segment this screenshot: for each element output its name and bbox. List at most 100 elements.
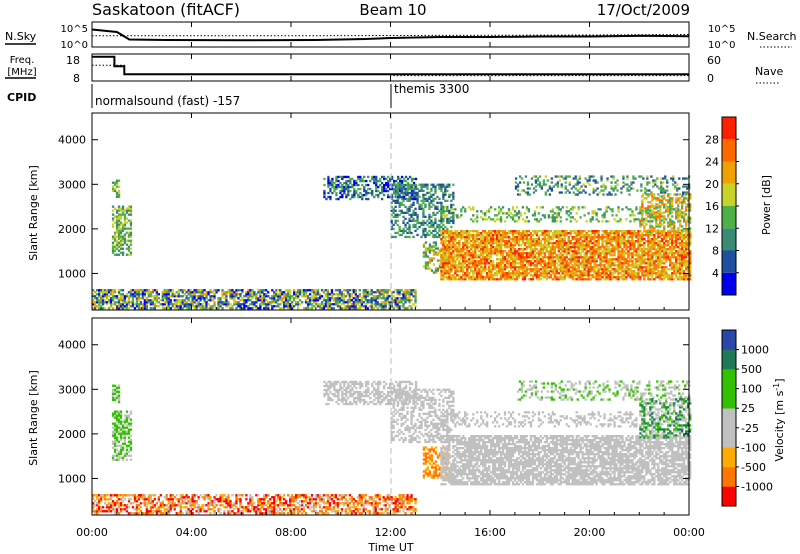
power-cell [261,303,264,306]
power-cell [98,295,101,298]
power-cell [450,264,453,267]
power-cell [109,291,113,294]
power-cell [125,239,129,242]
power-cell [513,250,517,253]
power-cell [243,305,246,308]
power-cell [539,264,542,267]
power-cell [549,248,552,251]
power-cell [167,295,170,298]
power-cell [442,193,445,197]
power-cell [533,210,537,213]
power-cell [507,230,511,233]
power-cell [398,307,401,310]
power-cell [440,270,443,273]
power-cell [462,244,465,247]
power-cell [523,274,527,277]
power-cell [513,264,517,267]
power-cell [402,187,405,191]
power-cell [249,299,252,302]
power-cell [637,248,640,251]
power-cell [402,299,405,302]
power-cell [163,295,166,298]
power-cell [345,195,348,199]
power-cell [509,230,513,233]
power-cell [671,238,674,241]
power-cell [603,236,606,239]
power-cell [179,299,182,302]
power-cell [430,221,433,225]
power-cell [615,246,618,249]
power-cell [617,238,620,241]
power-cell [565,270,568,273]
power-cell [482,212,485,215]
power-cell [337,185,340,189]
power-cell [155,297,158,300]
power-cell [456,232,459,235]
power-cell [643,210,646,213]
power-cell [663,278,666,281]
power-cell [359,195,362,199]
power-cell [617,268,620,271]
power-cell [330,291,334,294]
power-cell [251,289,254,292]
power-cell [687,244,690,247]
power-cell [595,248,598,251]
power-cell [577,206,580,209]
power-cell [422,199,425,203]
power-cell [653,246,656,249]
power-cell [448,278,451,281]
power-cell [541,234,544,237]
power-cell [410,203,413,207]
power-cell [519,256,523,259]
power-cell [501,244,505,247]
power-cell [446,209,449,213]
power-cell [517,212,521,215]
power-cell [444,238,447,241]
power-cell [115,209,119,212]
power-cell [643,260,646,263]
power-cell [551,220,554,223]
power-cell [669,252,672,255]
power-cell [446,205,449,209]
power-cell [412,211,415,215]
power-cell [373,181,376,185]
power-cell [450,278,453,281]
power-cell [509,272,513,275]
power-cell [605,256,608,259]
power-cell [589,258,592,261]
power-cell [605,262,608,265]
power-cell [669,260,672,263]
power-cell [561,268,564,271]
power-cell [571,244,574,247]
power-cell [513,240,517,243]
power-cell [496,278,499,281]
power-cell [115,241,119,244]
power-cell [669,256,672,259]
power-cell [424,249,428,252]
power-cell [619,246,622,249]
power-cell [541,276,544,279]
power-cell [424,251,428,254]
power-cell [581,274,584,277]
power-cell [496,274,499,277]
power-cell [573,244,576,247]
power-cell [359,187,362,191]
power-cell [394,219,397,223]
power-cell [621,234,624,237]
power-cell [476,256,479,259]
power-cell [404,191,407,195]
power-cell [249,295,252,298]
power-cell [450,274,453,277]
power-cell [474,240,477,243]
power-cell [498,232,501,235]
power-cell [438,225,441,229]
power-cell [179,305,182,308]
power-cell [430,187,433,191]
power-cell [402,195,406,199]
power-cell [261,297,264,300]
power-cell [681,258,684,261]
power-cell [673,246,676,249]
power-cell [679,232,682,235]
power-cell [597,264,600,267]
power-cell [177,307,180,310]
